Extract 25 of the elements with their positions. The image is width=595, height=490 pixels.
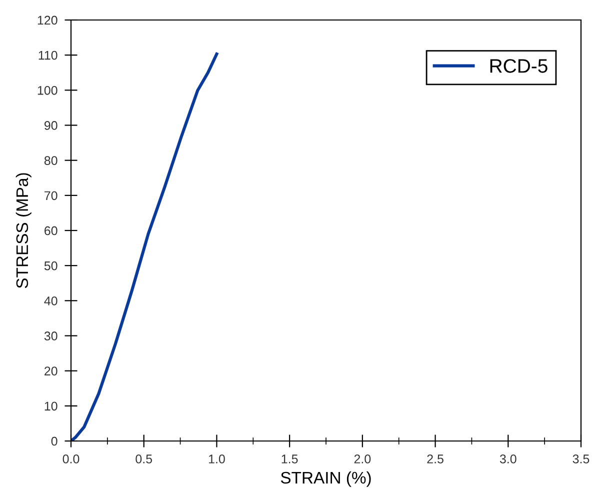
line-series [71, 52, 218, 441]
x-tick-label: 3.5 [572, 454, 590, 464]
y-tick-label: 20 [44, 366, 58, 376]
y-tick-label: 100 [38, 86, 58, 95]
legend-label: RCD-5 [490, 59, 548, 73]
x-tick-label: 0.0 [62, 454, 80, 464]
x-axis-title: STRAIN (%) [280, 471, 371, 487]
x-tick-label: 1.5 [282, 454, 298, 464]
y-axis-title: STRESS (MPa) [16, 173, 32, 288]
x-tick-label: 0.5 [136, 454, 152, 464]
x-tick-label: 1.0 [208, 454, 225, 464]
y-tick-label: 0 [51, 436, 58, 446]
y-tick-label: 30 [44, 332, 58, 340]
y-tick-label: 90 [44, 121, 58, 130]
x-tick-label: 2.0 [354, 454, 371, 464]
y-tick-label: 80 [44, 156, 58, 165]
y-tick-label: 120 [38, 16, 58, 25]
y-tick-label: 10 [44, 402, 58, 411]
y-tick-label: 70 [44, 191, 58, 200]
x-tick-label: 2.5 [427, 454, 444, 464]
y-tick-label: 110 [38, 50, 58, 60]
y-tick-label: 50 [44, 261, 58, 270]
y-tick-label: 60 [44, 226, 58, 236]
y-tick-label: 40 [44, 296, 58, 306]
x-tick-label: 3.0 [500, 454, 516, 464]
